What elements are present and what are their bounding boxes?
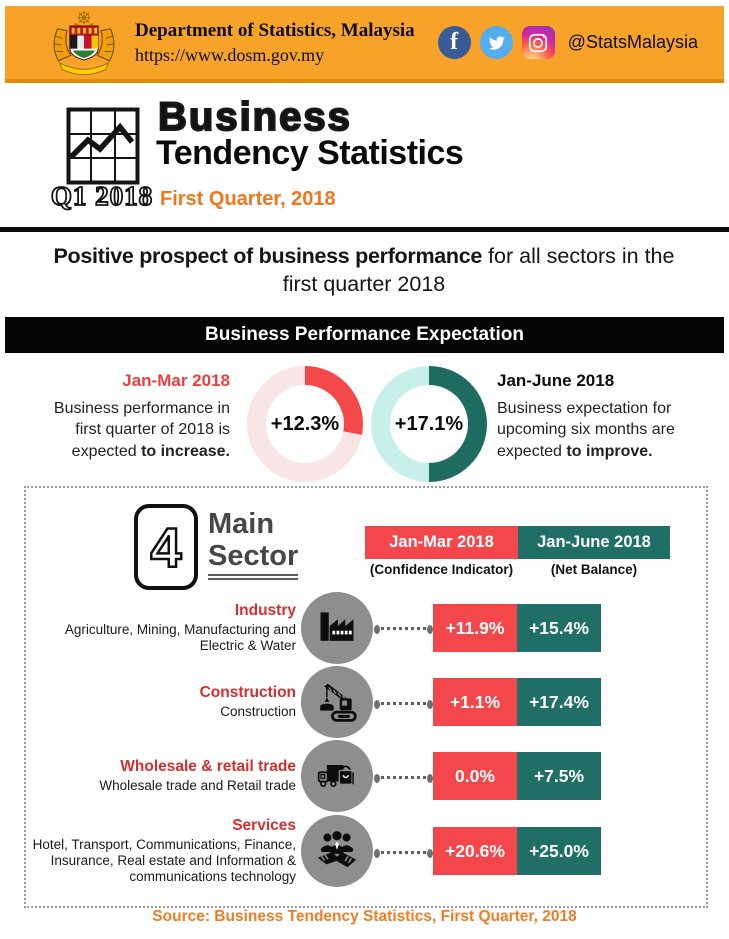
- sector-icon-circle: [301, 666, 373, 738]
- period-label-q1: Jan-Mar 2018: [122, 371, 230, 390]
- main-sector-label: Main Sector: [208, 508, 299, 580]
- donut-chart-q1: +12.3%: [247, 366, 363, 482]
- value-q1: +20.6%: [433, 827, 517, 875]
- org-name: Department of Statistics, Malaysia: [135, 19, 415, 41]
- column-subheader-q1: (Confidence Indicator): [369, 562, 514, 577]
- value-h1: +25.0%: [517, 827, 601, 875]
- donut-chart-h1: +17.1%: [371, 366, 487, 482]
- org-url[interactable]: https://www.dosm.gov.my: [135, 44, 325, 65]
- column-subheader-h1: (Net Balance): [550, 562, 638, 577]
- dotted-connector: [374, 774, 433, 783]
- sector-row-label: Construction Construction: [199, 684, 296, 720]
- headline-emphasis: Positive prospect of business performanc…: [53, 244, 483, 268]
- people-icon: [317, 831, 357, 868]
- value-q1: 0.0%: [433, 752, 517, 800]
- divider-rule: [0, 227, 729, 232]
- dotted-connector: [374, 625, 433, 634]
- column-header-h1: Jan-June 2018: [518, 526, 670, 559]
- expectation-left-description: Business performance in first quarter of…: [53, 400, 230, 460]
- malaysia-coat-of-arms: [53, 10, 115, 75]
- source-note: Source: Business Tendency Statistics, Fi…: [152, 908, 577, 925]
- headline: Positive prospect of business performanc…: [44, 243, 684, 299]
- title-subtitle: First Quarter, 2018: [160, 188, 336, 210]
- column-header-q1: Jan-Mar 2018: [365, 526, 518, 559]
- expectation-left-text: Jan-Mar 2018 Business performance in fir…: [34, 371, 230, 462]
- social-links: f @StatsMalaysia: [437, 26, 698, 59]
- sector-row-label: Services Hotel, Transport, Communication…: [32, 817, 296, 884]
- donut-q1-value: +12.3%: [270, 412, 340, 435]
- title-word-business: Business: [157, 94, 352, 140]
- headline-rest: for all sectors in the first quarter 201…: [282, 244, 675, 296]
- donut-h1-value: +17.1%: [394, 412, 464, 435]
- sector-icon-circle: [301, 740, 373, 812]
- value-h1: +7.5%: [517, 752, 601, 800]
- dotted-connector: [374, 849, 433, 858]
- value-h1: +15.4%: [517, 604, 601, 652]
- sector-icon-circle: [301, 592, 373, 664]
- header-banner: Department of Statistics, Malaysia https…: [5, 6, 724, 83]
- quarter-badge: Q1 2018: [50, 180, 154, 212]
- dotted-connector: [374, 700, 433, 709]
- period-label-h1: Jan-June 2018: [497, 371, 615, 390]
- value-h1: +17.4%: [517, 678, 601, 726]
- crane-icon: [320, 683, 357, 722]
- sector-icon-circle: [301, 815, 373, 887]
- factory-icon: [320, 612, 354, 641]
- value-q1: +1.1%: [433, 678, 517, 726]
- expectation-right-description: Business expectation for upcoming six mo…: [497, 400, 675, 460]
- expectation-right-text: Jan-June 2018 Business expectation for u…: [497, 371, 705, 462]
- sector-count-badge: 4: [134, 504, 198, 590]
- title-word-tendency-statistics: Tendency Statistics: [156, 134, 464, 172]
- truck-icon: [317, 765, 354, 787]
- twitter-icon[interactable]: [479, 26, 513, 59]
- value-q1: +11.9%: [433, 604, 517, 652]
- sector-row-label: Wholesale & retail trade Wholesale trade…: [99, 758, 296, 794]
- instagram-icon[interactable]: [521, 26, 555, 59]
- section-banner: Business Performance Expectation: [5, 317, 724, 353]
- social-handle[interactable]: @StatsMalaysia: [567, 32, 698, 52]
- chart-logo-icon: [66, 107, 140, 185]
- sector-row-label: Industry Agriculture, Mining, Manufactur…: [64, 602, 296, 653]
- facebook-icon[interactable]: f: [437, 26, 471, 59]
